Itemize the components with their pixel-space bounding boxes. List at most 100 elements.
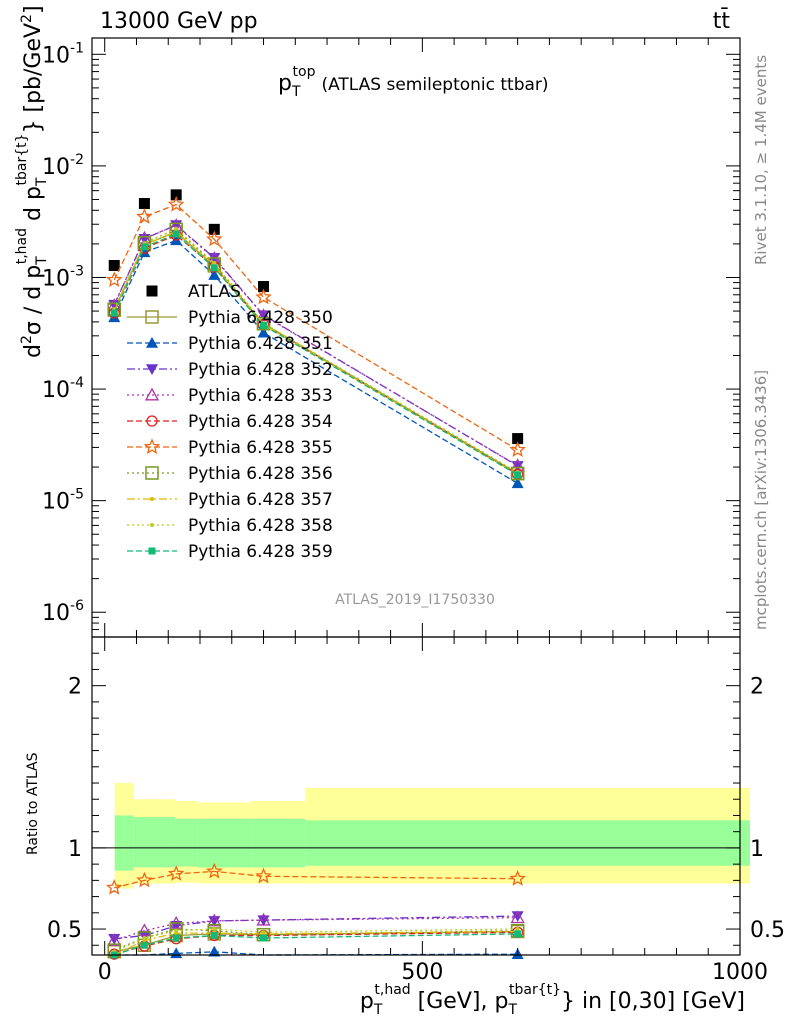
ratio-series-8 <box>112 927 520 954</box>
ytick-label: 10-4 <box>42 375 84 403</box>
point-0-0 <box>108 260 120 272</box>
point-10-4 <box>260 321 268 329</box>
ratio-point-9-5 <box>514 930 522 938</box>
legend-marker-10 <box>148 547 156 555</box>
ytick-label: 10-5 <box>42 487 84 515</box>
point-10-5 <box>514 471 522 479</box>
energy-label: 13000 GeV pp <box>100 9 258 34</box>
point-0-5 <box>512 433 524 445</box>
ratio-point-8-2 <box>174 928 179 933</box>
ratio-point-3-3 <box>207 913 222 927</box>
point-6-4 <box>255 288 272 305</box>
ratio-point-2-0 <box>108 933 121 945</box>
ratio-point-4-0 <box>108 948 120 960</box>
ratio-point-8-1 <box>142 935 147 940</box>
ratio-ylabel: Ratio to ATLAS <box>25 752 41 855</box>
legend-marker-2 <box>146 337 158 348</box>
point-10-2 <box>172 230 180 238</box>
series-10 <box>110 230 522 479</box>
ratio-point-2-5 <box>511 911 524 923</box>
legend-label-5: Pythia 6.428 354 <box>188 412 333 432</box>
legend-marker-1 <box>145 310 159 324</box>
legend-label-8: Pythia 6.428 357 <box>188 490 333 510</box>
legend-marker-5 <box>146 415 158 427</box>
point-10-3 <box>210 264 218 272</box>
series-line-2 <box>113 239 518 484</box>
xtick-label: 500 <box>401 960 443 985</box>
mcplots-label: mcplots.cern.ch [arXiv:1306.3436] <box>752 370 770 630</box>
legend-marker-7 <box>145 466 159 480</box>
ratio-point-5-3 <box>205 862 223 879</box>
ratio-point-2-3 <box>208 916 221 927</box>
point-10-1 <box>140 243 148 251</box>
legend-entry-1: Pythia 6.428 350 <box>127 308 333 328</box>
point-2-5 <box>511 477 524 489</box>
ratio-point-3-0 <box>107 933 122 946</box>
point-2-0 <box>108 311 121 323</box>
ratio-ytick-label-left: 1 <box>68 837 82 862</box>
series-0 <box>108 189 524 445</box>
svg-text:pTt,had [GeV], pTtbar{t}} in [: pTt,had [GeV], pTtbar{t}} in [0,30] [GeV… <box>360 982 745 1018</box>
point-9-2 <box>174 226 179 231</box>
band-inner-0 <box>114 815 134 871</box>
series-line-6 <box>113 203 518 451</box>
ratio-point-5-5 <box>509 869 526 886</box>
ratio-point-3-5 <box>510 910 525 924</box>
point-6-2 <box>167 195 185 212</box>
rivet-label: Rivet 3.1.10, ≥ 1.4M events <box>752 55 770 265</box>
series-line-9 <box>113 227 518 473</box>
ratio-frame <box>91 636 741 956</box>
ratio-point-1-3 <box>208 945 221 957</box>
legend-entry-7: Pythia 6.428 356 <box>127 464 333 484</box>
ytick-label: 10-1 <box>42 40 84 68</box>
ratio-line-9 <box>114 933 518 956</box>
ratio-point-8-5 <box>515 927 520 932</box>
legend-entry-0: ATLAS <box>146 282 241 302</box>
ytick-label: 10-2 <box>42 152 84 180</box>
xtick-label: 0 <box>98 960 112 985</box>
point-6-3 <box>205 230 223 247</box>
point-9-3 <box>212 260 217 265</box>
legend-label-9: Pythia 6.428 358 <box>188 516 333 536</box>
legend-entry-4: Pythia 6.428 353 <box>127 386 333 406</box>
xtick-label: 1000 <box>712 960 768 985</box>
legend-entry-3: Pythia 6.428 352 <box>127 360 333 380</box>
ytick-label: 10-3 <box>42 263 84 291</box>
ratio-line-8 <box>113 928 518 953</box>
legend-label-2: Pythia 6.428 351 <box>188 334 333 354</box>
ratio-ytick-label-right: 0.5 <box>750 918 785 943</box>
legend-entry-2: Pythia 6.428 351 <box>127 334 333 354</box>
legend-label-4: Pythia 6.428 353 <box>188 386 333 406</box>
series-line-10 <box>113 233 518 476</box>
process-label: tt̄ <box>713 8 731 34</box>
plot-title: pTtop(ATLAS semileptonic ttbar) <box>278 64 549 100</box>
legend-label-0: ATLAS <box>188 282 241 302</box>
ratio-line-2 <box>114 915 518 940</box>
point-2-3 <box>208 269 221 280</box>
legend-marker-4 <box>144 387 160 401</box>
x-axis-title: pTt,had [GeV], pTtbar{t}} in [0,30] [GeV… <box>360 982 745 1018</box>
ratio-point-5-4 <box>255 867 272 884</box>
point-0-3 <box>208 223 220 235</box>
point-2-4 <box>257 326 270 338</box>
ratio-line-5 <box>114 870 518 889</box>
ratio-point-5-0 <box>106 879 123 895</box>
legend-entry-5: Pythia 6.428 354 <box>127 412 333 432</box>
legend-marker-9 <box>150 523 154 527</box>
point-0-4 <box>258 281 270 293</box>
ratio-point-3-4 <box>256 912 271 926</box>
legend-marker-8 <box>150 497 154 501</box>
ratio-point-9-1 <box>140 941 148 949</box>
ratio-point-9-2 <box>172 934 180 942</box>
legend-entry-10: Pythia 6.428 359 <box>127 542 333 562</box>
ratio-point-3-1 <box>137 923 152 937</box>
legend-label-3: Pythia 6.428 352 <box>188 360 333 380</box>
point-0-1 <box>138 198 150 210</box>
legend-label-7: Pythia 6.428 356 <box>188 464 333 484</box>
band-inner-5 <box>305 820 750 866</box>
legend-entry-9: Pythia 6.428 358 <box>127 516 333 536</box>
ratio-point-8-3 <box>212 927 217 932</box>
legend-marker-3 <box>146 364 158 375</box>
ytick-label: 10-6 <box>42 598 84 626</box>
